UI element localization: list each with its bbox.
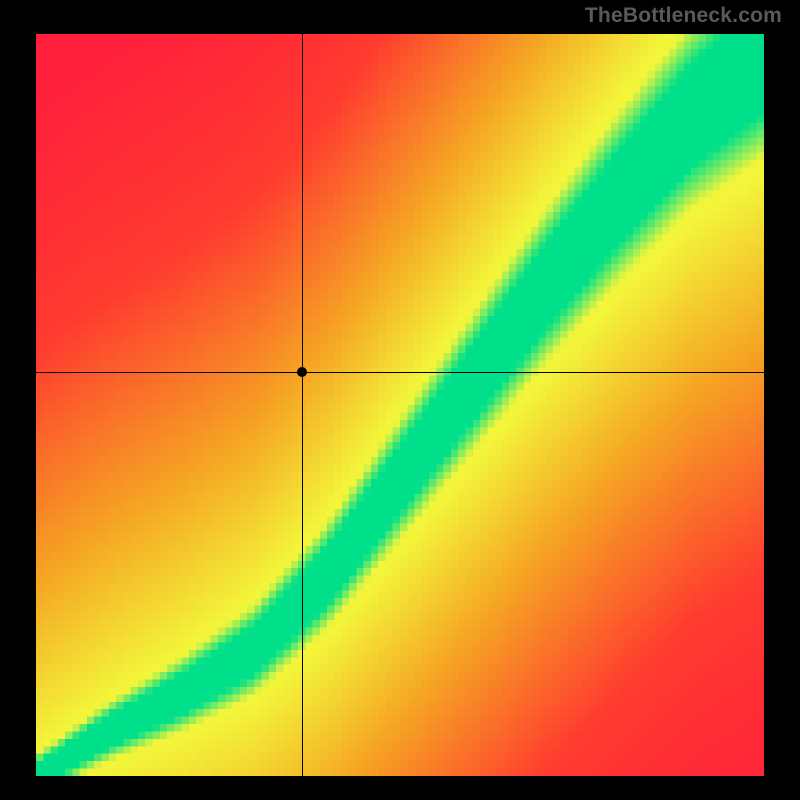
watermark-text: TheBottleneck.com xyxy=(585,4,782,28)
selection-marker xyxy=(297,367,307,377)
bottleneck-heatmap xyxy=(36,34,764,776)
chart-container: { "watermark": { "text": "TheBottleneck.… xyxy=(0,0,800,800)
crosshair-horizontal xyxy=(36,372,764,373)
crosshair-vertical xyxy=(302,34,303,776)
